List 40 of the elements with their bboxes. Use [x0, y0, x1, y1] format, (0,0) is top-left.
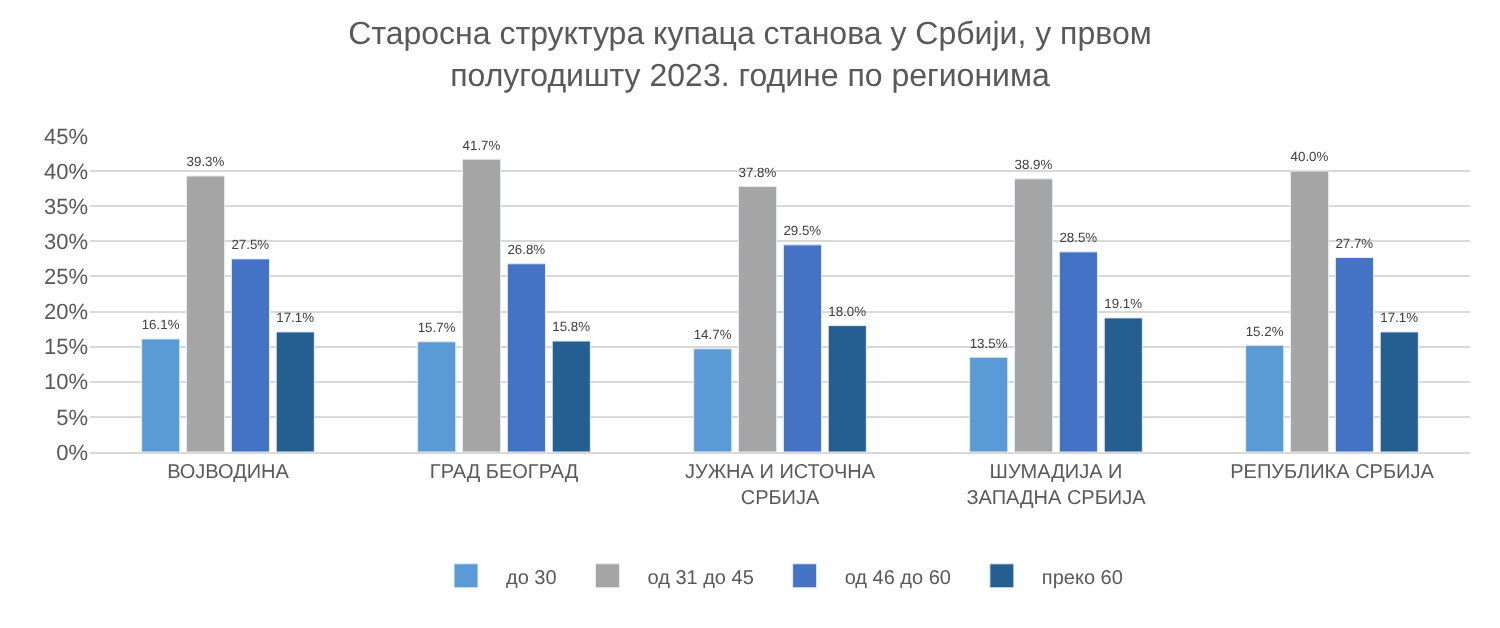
bar	[230, 258, 270, 452]
x-tick-label: ШУМАДИЈА И ЗАПАДНА СРБИЈА	[966, 462, 1147, 510]
legend-label: од 46 до 60	[844, 567, 952, 590]
y-tick-label: 20%	[43, 301, 89, 326]
bar	[1245, 344, 1285, 452]
legend-label: од 31 до 45	[647, 567, 755, 590]
legend-label: преко 60	[1041, 567, 1124, 590]
bar	[462, 158, 502, 452]
bar	[1103, 317, 1143, 452]
bar	[1014, 178, 1054, 452]
y-tick-label: 35%	[43, 195, 89, 220]
bar	[1334, 256, 1374, 452]
bar	[1379, 331, 1419, 452]
x-tick-label: ГРАД БЕОГРАД	[429, 462, 579, 484]
bar	[141, 338, 181, 452]
legend-label: до 30	[506, 567, 558, 590]
x-tick-label: ВОЈВОДИНА	[167, 462, 290, 484]
bar	[1290, 170, 1330, 452]
bar	[693, 348, 733, 452]
bar	[275, 331, 315, 452]
y-tick-label: 40%	[43, 160, 89, 185]
bar	[738, 186, 778, 452]
y-tick-label: 5%	[56, 406, 89, 431]
bar	[1058, 251, 1098, 452]
y-tick-label: 25%	[43, 266, 89, 291]
chart-title: Старосна структура купаца станова у Србији, у првом полугодишту 2023. године по регионима	[348, 17, 1152, 94]
y-tick-label: 10%	[43, 371, 89, 396]
y-tick-label: 15%	[43, 336, 89, 361]
x-tick-label: ЈУЖНА И ИСТОЧНА СРБИЈА	[684, 462, 876, 510]
y-tick-label: 30%	[43, 231, 89, 256]
bar	[417, 341, 457, 452]
bar	[551, 340, 591, 452]
y-tick-label: 45%	[43, 125, 89, 150]
x-tick-label: РЕПУБЛИКА СРБИЈА	[1230, 462, 1435, 484]
bar	[186, 175, 226, 452]
bar	[506, 263, 546, 452]
y-tick-label: 0%	[56, 441, 89, 466]
bar	[969, 356, 1009, 452]
bar	[782, 244, 822, 452]
bar	[827, 325, 867, 452]
